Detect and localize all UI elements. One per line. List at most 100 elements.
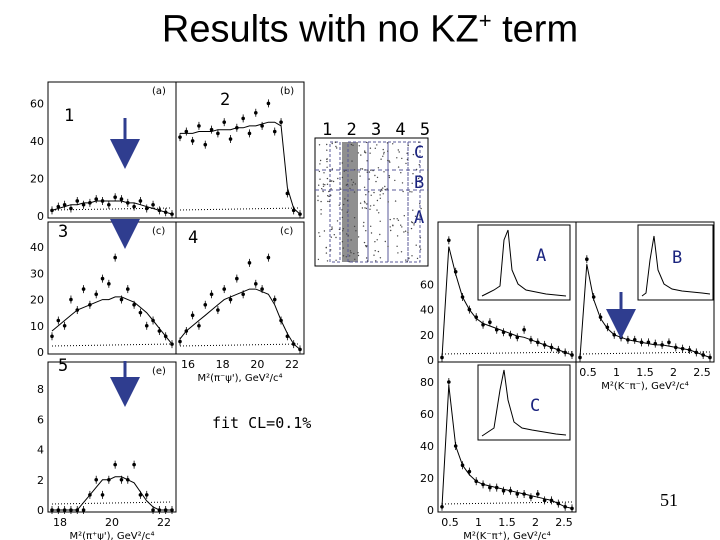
dalitz-point [416, 257, 419, 260]
dalitz-point [358, 145, 360, 147]
dalitz-point [411, 182, 413, 184]
data-point [253, 110, 258, 115]
dalitz-point [317, 258, 320, 261]
dalitz-point [336, 220, 339, 222]
dalitz-point [338, 228, 341, 231]
dalitz-point [330, 249, 332, 251]
dalitz-point [349, 250, 352, 252]
dalitz-point [358, 171, 360, 173]
dalitz-point [374, 241, 376, 243]
page-number: 51 [660, 490, 678, 510]
dalitz-point [394, 179, 396, 182]
dalitz-point [355, 230, 357, 232]
x-tick-label: 1.5 [636, 366, 654, 379]
dalitz-point [357, 254, 360, 257]
data-point [151, 508, 155, 512]
dalitz-point [318, 184, 320, 186]
dalitz-point [388, 175, 390, 177]
dalitz-point [382, 187, 384, 189]
dalitz-point [319, 159, 322, 162]
background-curve [179, 207, 301, 211]
data-point [94, 197, 99, 201]
dalitz-frame [314, 137, 429, 267]
fit-note: fit CL=0.1% [212, 414, 312, 432]
dalitz-point [331, 226, 333, 228]
x-axis-label: M²(K⁻π⁺), GeV²/c⁴ [463, 531, 551, 540]
dalitz-point [387, 150, 389, 152]
background-curve [441, 351, 573, 355]
x-tick-label: 20 [105, 516, 119, 529]
data-point [170, 212, 174, 216]
dalitz-point [413, 224, 415, 226]
dalitz-point [401, 157, 403, 160]
band-label-a: A [414, 208, 425, 228]
y-tick-label: 20 [420, 329, 434, 342]
x-axis-label: M²(π⁻ψ'), GeV²/c⁴ [197, 373, 282, 384]
data-point [235, 276, 239, 281]
dalitz-box-5 [407, 141, 421, 263]
data-point [119, 197, 124, 201]
dalitz-point [327, 200, 329, 203]
dalitz-point [415, 168, 418, 171]
dalitz-point [326, 183, 329, 185]
band-label-b: B [414, 173, 425, 193]
dalitz-point [390, 229, 392, 232]
dalitz-point [402, 190, 404, 193]
dalitz-point [376, 144, 378, 146]
data-point [184, 129, 189, 134]
dalitz-point [401, 226, 403, 228]
dalitz-point [388, 176, 391, 179]
dalitz-point [350, 179, 353, 181]
dalitz-point [394, 200, 397, 202]
dalitz-point [331, 168, 334, 170]
dalitz-point [346, 233, 348, 235]
dalitz-point [346, 199, 349, 202]
x-tick-label: 22 [285, 358, 299, 371]
dalitz-point [326, 177, 329, 180]
data-point [56, 318, 61, 323]
dalitz-point [368, 191, 370, 193]
dalitz-point [353, 169, 356, 171]
data-point [203, 142, 208, 147]
dalitz-point [336, 147, 338, 149]
dalitz-point [419, 214, 421, 216]
dalitz-point [364, 169, 366, 171]
dalitz-point [398, 151, 400, 153]
dalitz-point [320, 200, 322, 203]
data-point [488, 320, 492, 325]
dalitz-point [401, 182, 404, 184]
dalitz-point [365, 207, 368, 210]
dalitz-point [326, 166, 328, 168]
dalitz-point [409, 191, 411, 193]
fit-curve [51, 296, 173, 345]
data-point [125, 287, 130, 291]
data-point [132, 204, 136, 209]
dalitz-point [330, 188, 332, 190]
data-point [222, 120, 227, 124]
dalitz-point [331, 180, 333, 182]
dalitz-point [317, 195, 319, 197]
region-label-4: 4 [188, 228, 199, 248]
title-superscript: + [478, 8, 492, 33]
data-point [260, 124, 264, 128]
dalitz-point [406, 152, 408, 154]
dalitz-point [405, 162, 407, 165]
dalitz-point [406, 158, 409, 161]
dalitz-point [364, 207, 366, 209]
inset-g [637, 224, 714, 301]
inset-label-b: B [672, 248, 683, 268]
dalitz-point [322, 183, 325, 185]
x-tick-label: 2.5 [555, 516, 573, 529]
data-point [144, 493, 149, 497]
dalitz-point [361, 207, 364, 209]
dalitz-point [384, 188, 386, 191]
y-tick-label: 80 [420, 376, 434, 389]
dalitz-point [379, 257, 382, 259]
dalitz-point [377, 167, 380, 169]
dalitz-point [387, 245, 389, 248]
dalitz-point [370, 232, 373, 234]
x-tick-label: 16 [181, 358, 195, 371]
background-curve [51, 501, 173, 505]
dalitz-point [389, 226, 391, 228]
